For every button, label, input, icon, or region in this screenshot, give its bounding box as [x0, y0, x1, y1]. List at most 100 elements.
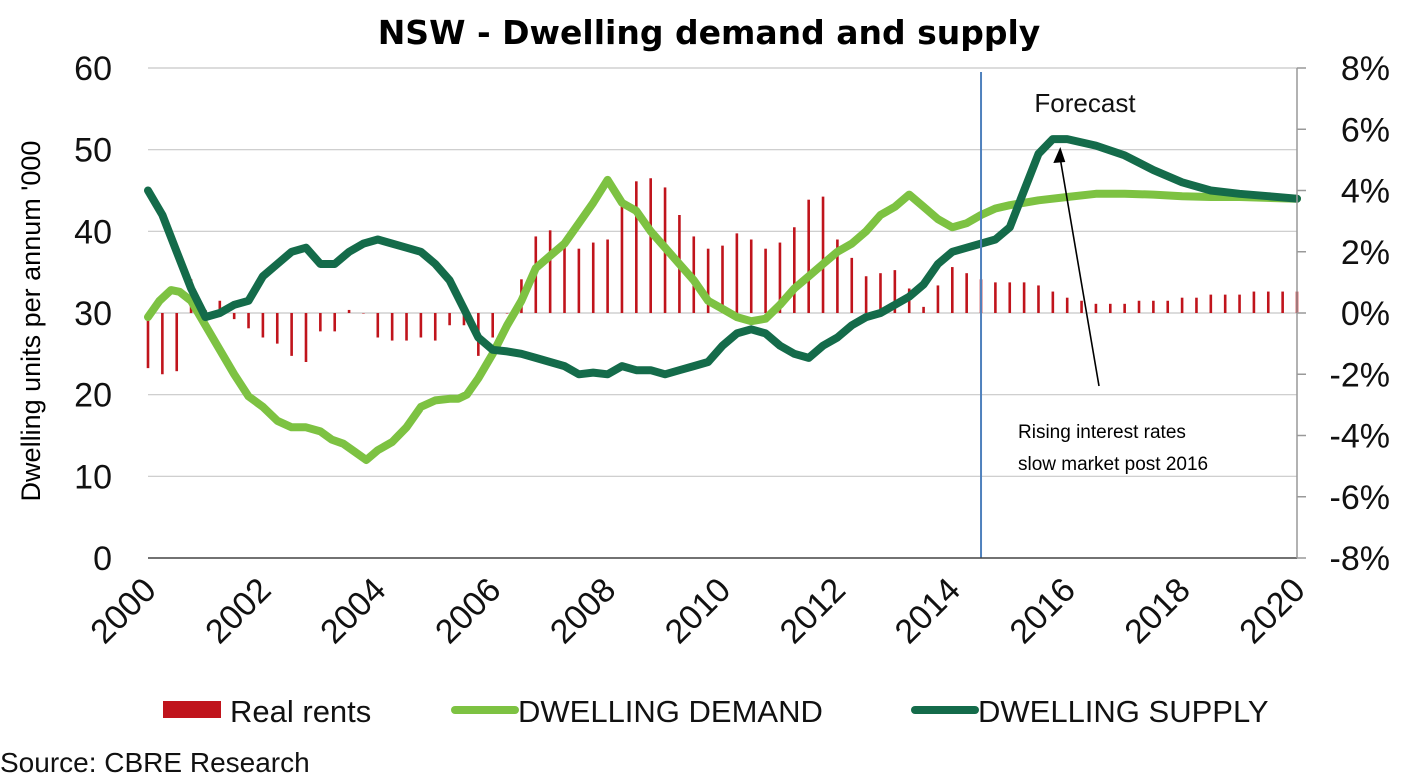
- x-tick-label: 2004: [313, 571, 393, 651]
- real-rents-bar: [764, 248, 767, 313]
- real-rents-bar: [635, 181, 638, 313]
- real-rents-bar: [721, 245, 724, 313]
- real-rents-bar: [577, 248, 581, 313]
- real-rents-bar: [1209, 294, 1213, 313]
- real-rents-bar: [462, 313, 466, 326]
- real-rents-bar: [405, 313, 408, 341]
- real-rents-bar: [864, 276, 868, 313]
- real-rents-bar: [1166, 300, 1170, 313]
- legend-label-real-rents: Real rents: [230, 694, 371, 729]
- y-ticks-right: -8% -6% -4% -2% 0% 2% 4% 6% 8%: [1330, 50, 1390, 578]
- real-rents-bar: [706, 248, 710, 313]
- legend: Real rents DWELLING DEMAND DWELLING SUPP…: [163, 694, 1269, 729]
- real-rents-bar: [319, 313, 322, 332]
- y-tick-label: 50: [74, 132, 112, 170]
- y2-tick-label: -4%: [1330, 418, 1390, 456]
- y2-tick-label: -8%: [1330, 540, 1390, 578]
- real-rents-bar: [649, 178, 652, 313]
- x-tick-label: 2012: [773, 571, 853, 651]
- real-rents-bar: [376, 313, 380, 338]
- real-rents-bar: [261, 313, 265, 338]
- real-rents-bar: [1252, 291, 1256, 313]
- real-rents-bar: [304, 313, 308, 362]
- real-rents-bar: [1065, 297, 1069, 313]
- x-tick-label: 2016: [1003, 571, 1083, 651]
- y-tick-label: 40: [74, 213, 112, 251]
- x-tick-label: 2020: [1232, 571, 1312, 651]
- annotation-arrow-shaft: [1059, 158, 1100, 387]
- real-rents-bar: [922, 306, 925, 313]
- real-rents-bar: [1152, 300, 1155, 313]
- real-rents-bar: [333, 313, 337, 332]
- real-rents-bar: [448, 313, 451, 326]
- real-rents-bar: [1123, 303, 1126, 313]
- real-rents-bar: [1108, 303, 1112, 313]
- x-tick-label: 2008: [543, 571, 623, 651]
- real-rents-bar: [965, 273, 968, 313]
- real-rents-bar: [1008, 282, 1012, 313]
- real-rents-bar: [1022, 282, 1026, 313]
- real-rents-bar: [879, 273, 882, 313]
- x-tick-label: 2018: [1117, 571, 1197, 651]
- real-rents-bar: [175, 313, 179, 372]
- annotation-arrow-head: [1053, 147, 1066, 164]
- y2-tick-label: 8%: [1341, 50, 1390, 88]
- y2-tick-label: 0%: [1341, 295, 1390, 333]
- y2-tick-label: 2%: [1341, 234, 1390, 272]
- real-rents-bar: [735, 233, 739, 313]
- source-note: Source: CBRE Research: [0, 747, 310, 778]
- real-rents-bar: [362, 313, 365, 314]
- annotation-arrow: [1053, 147, 1100, 387]
- real-rents-bar: [290, 313, 293, 356]
- x-tick-label: 2002: [198, 571, 278, 651]
- real-rents-bar: [778, 242, 782, 313]
- real-rents-bar: [419, 313, 423, 338]
- chart-title: NSW - Dwelling demand and supply: [378, 13, 1041, 52]
- y2-tick-label: -2%: [1330, 356, 1390, 394]
- real-rents-bar: [850, 257, 854, 313]
- real-rents-bar: [548, 230, 552, 313]
- y2-tick-label: 6%: [1341, 111, 1390, 149]
- real-rents-bar: [1223, 294, 1227, 313]
- real-rents-bar: [218, 300, 222, 313]
- real-rents-bar: [433, 313, 437, 341]
- y-ticks-left: 0 10 20 30 40 50 60: [74, 50, 112, 578]
- y2-tick-label: 4%: [1341, 173, 1390, 211]
- real-rents-bar: [347, 309, 351, 313]
- real-rents-bar: [491, 313, 494, 338]
- series-lines: [144, 135, 1301, 464]
- x-ticks: 2000 2002 2004 2006 2008 2010 2012 2014 2016 2018…: [83, 571, 1312, 651]
- real-rents-bar: [232, 313, 236, 320]
- real-rents-bar: [807, 199, 810, 313]
- legend-swatch-real-rents: [163, 701, 221, 718]
- real-rents-bar: [390, 313, 394, 341]
- real-rents-bar: [606, 239, 609, 313]
- legend-label-supply: DWELLING SUPPLY: [978, 694, 1269, 729]
- x-tick-label: 2000: [83, 571, 163, 651]
- real-rents-bar: [1195, 297, 1198, 313]
- real-rents-bar: [893, 270, 897, 313]
- y-tick-label: 20: [74, 377, 112, 415]
- real-rents-bar: [1266, 291, 1270, 313]
- real-rents-bar: [1037, 285, 1040, 313]
- real-rents-bar: [951, 267, 954, 313]
- dwelling-supply-line: [144, 135, 1301, 379]
- axes: [148, 67, 1306, 559]
- x-tick-label: 2006: [428, 571, 508, 651]
- legend-label-demand: DWELLING DEMAND: [518, 694, 823, 729]
- real-rents-bar: [591, 242, 595, 313]
- real-rents-bar: [1137, 300, 1141, 313]
- y-tick-label: 30: [74, 295, 112, 333]
- real-rents-bar: [1281, 291, 1284, 313]
- dwelling-demand-line: [144, 175, 1301, 464]
- real-rents-bar: [1238, 294, 1241, 313]
- real-rents-bar: [936, 285, 940, 313]
- real-rents-bar: [620, 199, 624, 313]
- real-rents-bar: [505, 313, 509, 314]
- real-rents-bar: [994, 282, 997, 313]
- forecast-label: Forecast: [1034, 88, 1136, 118]
- y-axis-label: Dwelling units per annum '000: [16, 141, 46, 502]
- annotation-line-2: slow market post 2016: [1018, 454, 1208, 475]
- x-tick-label: 2014: [888, 571, 968, 651]
